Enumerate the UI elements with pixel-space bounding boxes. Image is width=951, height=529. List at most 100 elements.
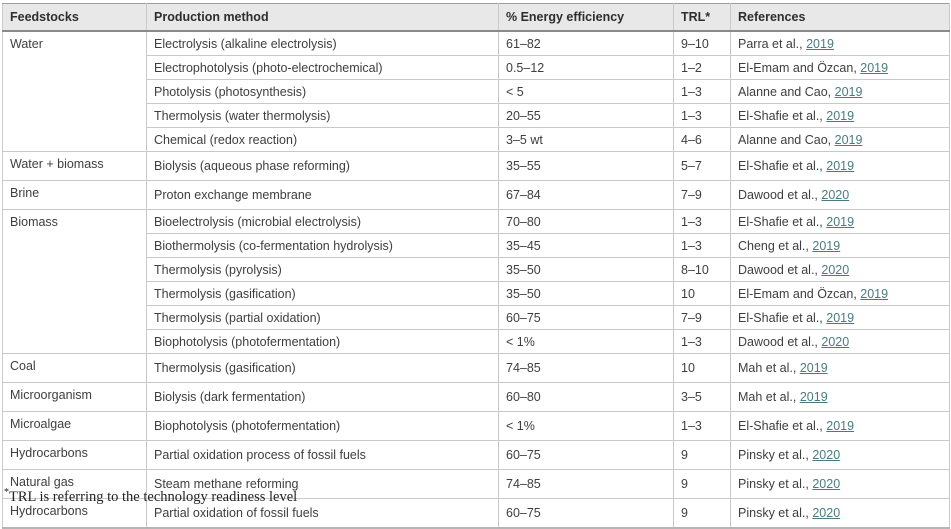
reference-year-link[interactable]: 2019 <box>826 159 855 173</box>
trl-cell: 10 <box>673 353 731 383</box>
trl-cell: 9 <box>673 440 731 470</box>
feedstock-cell: Coal <box>2 353 147 383</box>
production-method-cell: Electrophotolysis (photo-electrochemical… <box>146 55 499 80</box>
trl-cell: 5–7 <box>673 151 731 181</box>
reference-year-link[interactable]: 2020 <box>812 477 841 491</box>
energy-efficiency-cell: 35–45 <box>498 233 674 258</box>
reference-text: Pinsky et al., <box>738 477 809 491</box>
trl-cell: 7–9 <box>673 305 731 330</box>
footnote-asterisk: * <box>4 487 9 499</box>
reference-year-link[interactable]: 2019 <box>860 286 889 301</box>
reference-year-link[interactable]: 2019 <box>860 60 889 75</box>
energy-efficiency-cell: 35–50 <box>498 281 674 306</box>
production-method-cell: Thermolysis (water thermolysis) <box>146 103 499 128</box>
reference-year-link[interactable]: 2020 <box>821 262 850 277</box>
trl-cell: 1–3 <box>673 411 731 441</box>
energy-efficiency-cell: < 1% <box>498 411 674 441</box>
reference-year-link[interactable]: 2020 <box>821 188 850 202</box>
energy-efficiency-cell: 35–50 <box>498 257 674 282</box>
table-row: Water + biomass Biolysis (aqueous phase r… <box>2 151 950 181</box>
table-row: Microalgae Biophotolysis (photofermentati… <box>2 411 950 441</box>
reference-text: Parra et al., <box>738 36 803 51</box>
trl-cell: 9–10 <box>673 31 731 56</box>
reference-text: Dawood et al., <box>738 262 818 277</box>
trl-cell: 4–6 <box>673 127 731 152</box>
hydrogen-production-table-container: Feedstocks Production method% Energy effi… <box>2 3 950 529</box>
energy-efficiency-cell: 0.5–12 <box>498 55 674 80</box>
table-row: Electrophotolysis (photo-electrochemical… <box>3 55 950 80</box>
table-row: Thermolysis (pyrolysis) 35–50 8–10 Dawood e… <box>3 257 950 282</box>
energy-efficiency-cell: 67–84 <box>498 180 674 210</box>
production-method-cell: Biolysis (dark fermentation) <box>146 382 499 412</box>
production-method-cell: Chemical (redox reaction) <box>146 127 499 152</box>
table-row: Brine Proton exchange membrane 67–84 7–9 Daw… <box>2 180 950 210</box>
production-method-cell: Biophotolysis (photofermentation) <box>146 411 499 441</box>
trl-cell: 1–3 <box>673 329 731 354</box>
production-method-cell: Biolysis (aqueous phase reforming) <box>146 151 499 181</box>
reference-year-link[interactable]: 2019 <box>806 36 834 51</box>
feedstock-cell: Hydrocarbons <box>2 440 147 470</box>
production-method-cell: Thermolysis (gasification) <box>146 281 499 306</box>
reference-text: Mah et al., <box>738 390 797 404</box>
reference-cell: Mah et al., 2019 <box>730 353 950 383</box>
feedstock-cell: Microalgae <box>2 411 147 441</box>
reference-text: El-Shafie et al., <box>738 310 823 325</box>
production-method-cell: Partial oxidation process of fossil fuel… <box>146 440 499 470</box>
reference-cell: El-Shafie et al., 2019 <box>730 103 950 128</box>
reference-text: El-Shafie et al., <box>738 108 823 123</box>
reference-year-link[interactable]: 2019 <box>799 361 828 375</box>
energy-efficiency-cell: 60–75 <box>498 305 674 330</box>
reference-cell: Alanne and Cao, 2019 <box>730 127 950 152</box>
reference-cell: Mah et al., 2019 <box>730 382 950 412</box>
reference-year-link[interactable]: 2020 <box>812 506 841 520</box>
feedstock-cell: Brine <box>2 180 147 210</box>
reference-year-link[interactable]: 2020 <box>812 448 841 462</box>
table-row: Water Electrolysis (alkaline electrolysis… <box>2 31 950 152</box>
reference-cell: Cheng et al., 2019 <box>730 233 950 258</box>
reference-year-link[interactable]: 2019 <box>826 310 855 325</box>
table-row: Microorganism Biolysis (dark fermentation… <box>2 382 950 412</box>
table-row: Natural gas Steam methane reforming 74–85 9… <box>2 469 950 499</box>
production-method-cell: Steam methane reforming <box>146 469 499 499</box>
reference-year-link[interactable]: 2020 <box>821 334 850 349</box>
table-row: Coal Thermolysis (gasification) 74–85 10 Mah… <box>2 353 950 383</box>
production-method-cell: Biophotolysis (photofermentation) <box>146 329 499 354</box>
reference-cell: El-Emam and Özcan, 2019 <box>730 55 950 80</box>
feedstock-cell: Natural gas <box>2 469 147 499</box>
table-row: Thermolysis (gasification) 35–50 10 El-Emam… <box>3 281 950 306</box>
table-header-row: Feedstocks Production method% Energy effi… <box>2 3 950 32</box>
trl-cell: 9 <box>673 469 731 499</box>
reference-year-link[interactable]: 2019 <box>826 214 855 229</box>
production-method-cell: Photolysis (photosynthesis) <box>146 79 499 104</box>
production-method-cell: Electrolysis (alkaline electrolysis) <box>146 31 499 56</box>
energy-efficiency-cell: 60–80 <box>498 382 674 412</box>
reference-year-link[interactable]: 2019 <box>826 419 855 433</box>
reference-cell: Pinsky et al., 2020 <box>730 440 950 470</box>
reference-cell: Pinsky et al., 2020 <box>730 498 950 529</box>
reference-year-link[interactable]: 2019 <box>812 238 841 253</box>
reference-cell: El-Shafie et al., 2019 <box>730 411 950 441</box>
reference-year-link[interactable]: 2019 <box>826 108 855 123</box>
reference-year-link[interactable]: 2019 <box>834 84 863 99</box>
production-method-cell: Bioelectrolysis (microbial electrolysis) <box>146 209 499 234</box>
trl-cell: 1–3 <box>673 79 731 104</box>
reference-text: Alanne and Cao, <box>738 132 832 147</box>
reference-year-link[interactable]: 2019 <box>834 132 863 147</box>
trl-cell: 1–3 <box>673 233 731 258</box>
trl-cell: 8–10 <box>673 257 731 282</box>
reference-text: Mah et al., <box>738 361 797 375</box>
table-row: Hydrocarbons Partial oxidation process of… <box>2 440 950 470</box>
reference-text: Cheng et al., <box>738 238 809 253</box>
trl-cell: 1–3 <box>673 209 731 234</box>
energy-efficiency-cell: 3–5 wt <box>498 127 674 152</box>
reference-text: El-Shafie et al., <box>738 214 823 229</box>
trl-cell: 1–3 <box>673 103 731 128</box>
table-row: Photolysis (photosynthesis) < 5 1–3 Alanne … <box>3 79 950 104</box>
energy-efficiency-cell: 35–55 <box>498 151 674 181</box>
reference-year-link[interactable]: 2019 <box>799 390 828 404</box>
column-header-trl: TRL* <box>673 3 731 32</box>
table-row: Thermolysis (partial oxidation) 60–75 7–9 E… <box>3 305 950 330</box>
feedstock-cell: Microorganism <box>2 382 147 412</box>
column-header-feedstocks: Feedstocks <box>2 3 147 32</box>
feedstock-cell: Biomass <box>2 209 147 354</box>
